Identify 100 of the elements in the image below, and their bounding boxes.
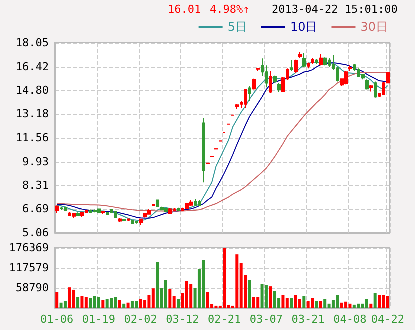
bar <box>60 302 63 308</box>
bar <box>306 301 310 308</box>
y-tick-label: 8.31 <box>22 178 49 192</box>
y-tick-label: 16.42 <box>16 60 49 74</box>
candlestick <box>147 208 151 216</box>
x-tick-label: 01-19 <box>82 313 116 326</box>
bar <box>365 299 368 308</box>
candlestick <box>369 84 373 92</box>
bar <box>336 295 340 308</box>
legend-label: 5日 <box>228 20 248 34</box>
candlestick <box>64 206 67 212</box>
candlestick <box>177 207 180 212</box>
candlestick <box>127 218 130 222</box>
y-tick-label: 18.05 <box>16 36 49 50</box>
candlestick <box>248 86 251 102</box>
legend-label: 30日 <box>360 20 388 34</box>
candlestick <box>189 200 193 207</box>
candlestick <box>256 68 260 72</box>
y-tick-label: 14.80 <box>16 84 49 98</box>
candlestick <box>315 58 318 65</box>
y-tick-label: 58790 <box>16 282 49 294</box>
candlestick <box>348 65 352 72</box>
text: 2013-04-22 15:01:00 <box>272 3 398 16</box>
candlestick <box>168 208 172 215</box>
candlestick <box>298 52 302 59</box>
y-tick-label: 11.56 <box>16 131 49 144</box>
candlestick <box>374 81 377 98</box>
candlestick <box>118 218 122 223</box>
bar <box>114 297 118 308</box>
bar <box>152 288 155 308</box>
bar <box>190 284 193 308</box>
bar <box>352 304 356 308</box>
candlestick <box>307 62 310 70</box>
bar <box>76 297 80 308</box>
bar <box>156 262 160 308</box>
y-tick-label: 13.18 <box>16 108 49 121</box>
y-tick-label: 176369 <box>9 242 49 254</box>
bar <box>324 299 327 308</box>
bar <box>126 302 130 308</box>
bar <box>311 298 314 308</box>
candlestick <box>244 88 247 109</box>
candlestick <box>277 82 281 93</box>
candlestick <box>72 212 76 220</box>
bar <box>370 304 373 308</box>
bar <box>206 292 210 308</box>
bar <box>56 292 59 308</box>
text: 16.01 <box>168 3 202 16</box>
bar <box>286 298 289 308</box>
y-tick-label: 117579 <box>9 262 49 274</box>
candlestick <box>344 71 348 86</box>
candlestick <box>93 209 97 214</box>
bar <box>294 295 298 308</box>
candlestick <box>110 208 113 214</box>
bar <box>130 301 134 308</box>
x-tick-label: 03-21 <box>292 313 325 326</box>
bar <box>68 288 72 308</box>
candlestick <box>235 103 239 110</box>
bar <box>382 295 386 308</box>
bar <box>93 296 96 308</box>
candlestick <box>323 57 327 66</box>
bar <box>386 296 390 308</box>
bar <box>139 299 142 308</box>
candlestick <box>143 212 147 218</box>
candlestick <box>164 208 168 213</box>
candlestick <box>131 219 134 225</box>
bar <box>315 301 318 308</box>
bar <box>282 295 285 308</box>
candlestick <box>101 210 105 215</box>
x-tick-label: 03-12 <box>166 313 200 326</box>
bar <box>340 302 344 308</box>
candlestick <box>139 218 143 226</box>
candlestick <box>122 218 126 222</box>
candlestick <box>152 204 155 207</box>
bar <box>202 260 206 308</box>
candlestick <box>80 211 84 218</box>
candlestick <box>97 208 101 214</box>
candlestick <box>202 118 205 184</box>
legend-label: 10日 <box>290 20 318 34</box>
candlestick <box>269 71 272 94</box>
candlestick <box>76 212 80 217</box>
text: 4.98%↑ <box>210 3 250 16</box>
candlestick <box>114 210 117 218</box>
bar <box>64 301 67 308</box>
bar <box>302 296 306 308</box>
candlestick <box>319 53 323 66</box>
bar <box>344 302 348 308</box>
y-tick-label: 9.93 <box>22 155 49 168</box>
bar <box>89 298 92 308</box>
bar <box>84 297 88 308</box>
bar <box>135 301 138 308</box>
bar <box>168 289 172 308</box>
bar <box>252 297 256 308</box>
candlestick <box>273 75 277 84</box>
candlestick <box>55 205 59 214</box>
x-tick-label: 04-08 <box>334 313 367 326</box>
bar <box>378 295 382 308</box>
bar <box>80 296 84 308</box>
bar <box>348 304 352 308</box>
x-tick-label: 02-02 <box>124 313 158 326</box>
bar <box>256 297 260 308</box>
